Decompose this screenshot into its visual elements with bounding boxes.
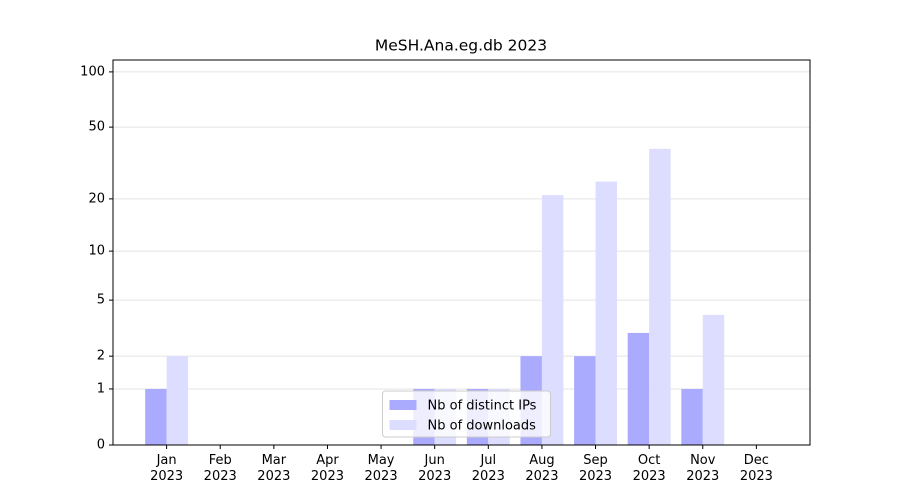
legend-swatch [389,400,417,410]
x-tick-label: Apr 2023 [310,453,344,484]
bar [627,332,650,445]
chart-title: MeSH.Ana.eg.db 2023 [375,37,547,55]
x-tick-label: May 2023 [364,453,398,484]
x-tick-label: Dec 2023 [739,453,773,484]
x-tick-label: Feb 2023 [203,453,237,484]
bar [681,388,703,445]
y-tick-label: 2 [97,349,105,364]
bar [595,181,617,445]
x-tick-label: Nov 2023 [686,453,720,484]
bar [702,314,725,445]
bar [649,148,671,445]
legend-label: Nb of downloads [428,419,537,434]
grid [113,71,810,446]
plot-frame [112,59,811,446]
x-tick-label: Jan 2023 [150,453,184,484]
y-tick-label: 20 [88,191,105,206]
bar [574,356,596,445]
y-tick-label: 100 [80,64,105,79]
legend-label: Nb of distinct IPs [428,399,537,414]
x-tick-label: Sep 2023 [578,453,613,484]
legend-swatch [389,420,417,430]
bar [166,356,189,445]
bar [541,195,564,445]
bar [145,388,167,445]
y-tick-label: 50 [88,120,105,135]
x-tick-label: Oct 2023 [632,453,666,484]
x-tick-label: Aug 2023 [525,453,559,484]
y-tick-label: 0 [97,438,105,453]
x-tick-label: Mar 2023 [257,453,291,484]
x-tick-label: Jul 2023 [471,453,505,484]
y-tick-label: 10 [88,244,105,259]
x-tick-label: Jun 2023 [418,453,452,484]
legend-box [382,390,551,438]
y-tick-label: 1 [97,381,105,396]
y-tick-label: 5 [97,293,105,308]
